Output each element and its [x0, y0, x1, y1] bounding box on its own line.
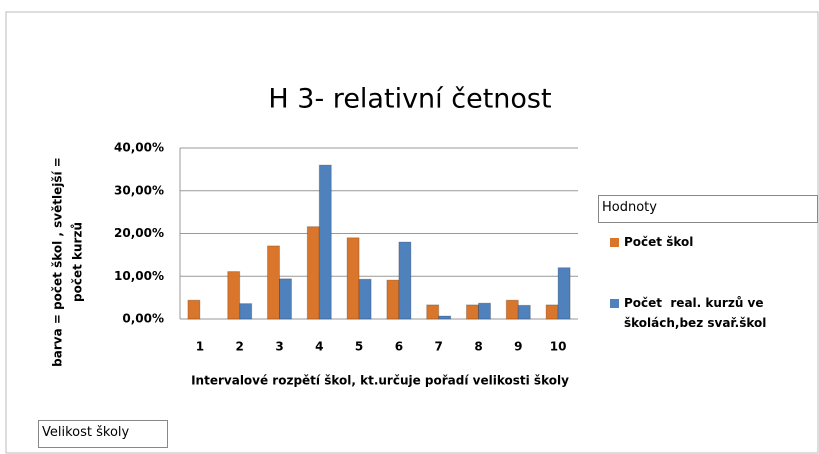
bar	[466, 304, 479, 320]
chart-frame	[5, 11, 819, 454]
y-tick-label: 40,00%	[114, 141, 164, 155]
chart-title: H 3- relativní četnost	[268, 84, 551, 115]
legend-item: Počet škol	[610, 232, 810, 252]
x-tick-label: 4	[315, 340, 323, 354]
bar	[478, 302, 491, 320]
bar	[318, 164, 332, 320]
x-tick-label: 5	[355, 340, 363, 354]
bar	[426, 304, 440, 320]
bar	[187, 299, 201, 320]
bar	[267, 245, 280, 320]
x-axis-label: Intervalové rozpětí škol, kt.určuje pořa…	[191, 374, 569, 388]
x-tick-label: 10	[550, 340, 567, 354]
x-tick-label: 1	[196, 340, 204, 354]
y-axis-label: barva = počet škol , světlejší =	[51, 157, 65, 367]
bar	[557, 267, 571, 320]
bar	[545, 304, 559, 320]
filter-button[interactable]: Velikost školy	[38, 420, 168, 448]
legend-swatch	[610, 299, 619, 308]
bar	[227, 271, 241, 320]
x-tick-label: 6	[395, 340, 403, 354]
bar	[346, 237, 360, 320]
bar	[505, 299, 519, 320]
legend-label: Počet real. kurzů ve školách,bez svař.šk…	[624, 296, 768, 330]
bar	[438, 315, 452, 320]
bar	[239, 303, 253, 320]
x-tick-label: 3	[275, 340, 283, 354]
y-tick-label: 30,00%	[114, 183, 164, 197]
y-tick-label: 10,00%	[114, 269, 164, 283]
legend-label: Počet škol	[624, 235, 694, 249]
bar	[517, 304, 531, 320]
bar	[358, 278, 372, 320]
bar	[398, 241, 412, 320]
y-axis-label: počet kurzů	[71, 222, 85, 302]
y-tick-label: 0,00%	[122, 312, 164, 326]
legend-title[interactable]: Hodnoty	[598, 195, 818, 223]
x-tick-label: 2	[236, 340, 244, 354]
bar	[386, 279, 400, 320]
bar	[306, 226, 320, 320]
legend-swatch	[610, 238, 619, 247]
bar	[279, 278, 292, 320]
x-tick-label: 8	[474, 340, 482, 354]
legend-item: Počet real. kurzů ve školách,bez svař.šk…	[610, 293, 810, 333]
y-tick-label: 20,00%	[114, 226, 164, 240]
x-tick-label: 7	[435, 340, 443, 354]
x-tick-label: 9	[514, 340, 522, 354]
